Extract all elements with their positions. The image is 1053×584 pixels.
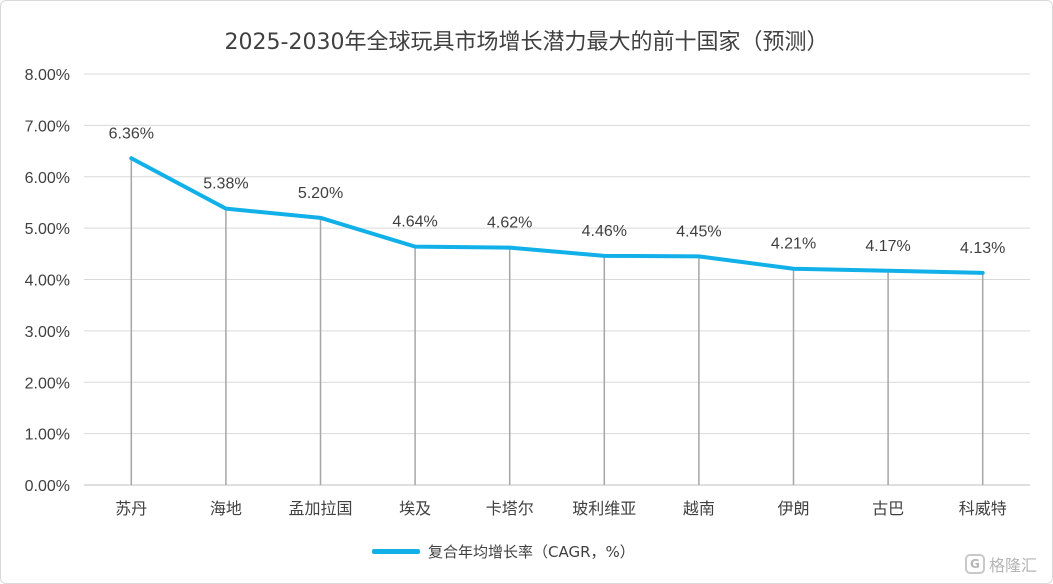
x-tick-label: 古巴 [872,499,904,518]
legend-swatch [372,549,420,554]
x-tick-label: 玻利维亚 [572,499,636,518]
x-tick-label: 越南 [683,499,715,518]
series-line [129,156,985,275]
watermark-text: 格隆汇 [988,556,1037,575]
x-tick-label: 科威特 [959,499,1007,518]
data-label: 5.38% [203,176,248,193]
x-tick-label: 埃及 [399,499,431,518]
y-axis: 0.00% 1.00% 2.00% 3.00% 4.00% 5.00% 6.00% 7.00%… [25,67,70,495]
x-tick-label: 伊朗 [777,499,809,518]
y-tick-label: 2.00% [25,375,70,392]
y-tick-label: 8.00% [25,67,70,84]
data-label: 4.46% [582,223,627,240]
y-tick-label: 4.00% [25,273,70,290]
legend-label: 复合年均增长率（CAGR，%） [428,543,635,561]
series-group: 6.36% 5.38% 5.20% 4.64% 4.62% 4.46% 4.45% 4.21%… [109,125,1005,275]
data-label: 4.45% [676,223,721,240]
y-tick-label: 1.00% [25,427,70,444]
x-tick-label: 孟加拉国 [288,499,352,518]
data-label: 5.20% [298,185,343,202]
data-label: 6.36% [109,125,154,142]
y-tick-label: 3.00% [25,324,70,341]
data-label: 4.21% [771,236,816,253]
x-tick-label: 海地 [210,499,242,518]
x-axis: 苏丹 海地 孟加拉国 埃及 卡塔尔 玻利维亚 越南 伊朗 古巴 科威特 [115,499,1006,518]
chart-title: 2025-2030年全球玩具市场增长潜力最大的前十国家（预测） [224,30,829,55]
x-tick-label: 卡塔尔 [486,499,534,518]
data-label: 4.62% [487,215,532,232]
legend: 复合年均增长率（CAGR，%） [372,541,635,562]
drop-lines [130,158,984,485]
data-label: 4.17% [865,238,910,255]
y-tick-label: 0.00% [25,478,70,495]
watermark: G 格隆汇 [964,552,1037,576]
data-label: 4.64% [392,214,437,231]
data-label: 4.13% [960,240,1005,257]
y-tick-label: 6.00% [25,170,70,187]
y-tick-label: 5.00% [25,221,70,238]
gelonghui-logo-icon: G [964,554,985,574]
x-tick-label: 苏丹 [115,499,147,518]
y-tick-label: 7.00% [25,118,70,135]
gridlines [84,73,1030,486]
